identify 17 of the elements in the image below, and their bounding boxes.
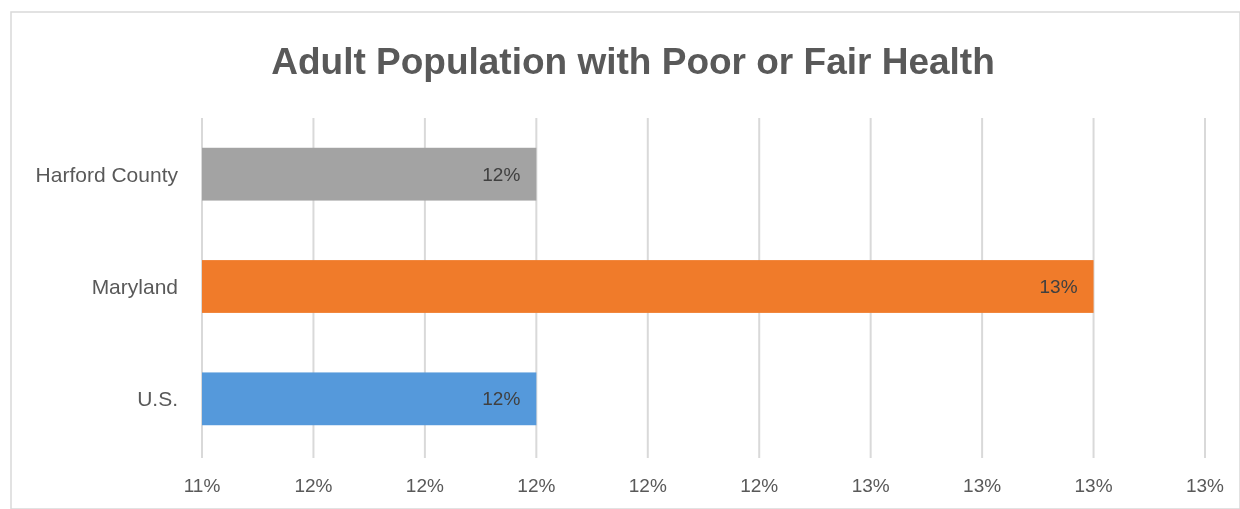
x-tick-label: 12%	[294, 475, 333, 496]
y-tick-label: Maryland	[91, 274, 178, 298]
x-tick-label: 12%	[740, 475, 779, 496]
x-tick-label: 12%	[517, 475, 556, 496]
x-tick-label: 13%	[1074, 475, 1113, 496]
x-tick-label: 12%	[628, 475, 667, 496]
data-label: 13%	[1039, 276, 1078, 298]
x-tick-label: 11%	[183, 475, 221, 496]
x-tick-label: 13%	[963, 475, 1002, 496]
y-tick-label: U.S.	[137, 387, 178, 411]
y-tick-label: Harford County	[35, 162, 179, 186]
data-label: 12%	[482, 388, 521, 410]
x-tick-label: 12%	[405, 475, 445, 496]
data-label: 12%	[482, 163, 521, 185]
x-tick-label: 13%	[851, 475, 890, 496]
chart-title: Adult Population with Poor or Fair Health	[271, 41, 995, 82]
x-tick-label: 13%	[1185, 475, 1225, 496]
